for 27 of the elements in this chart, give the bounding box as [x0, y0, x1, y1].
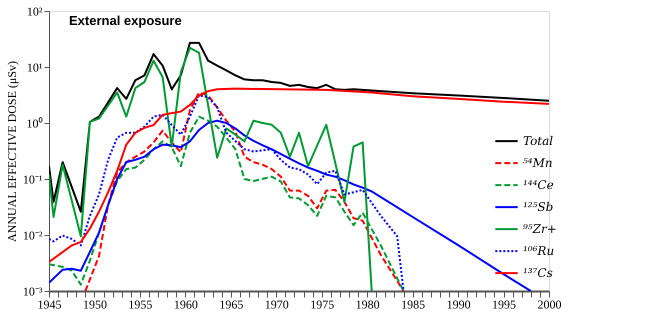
y-axis-title: ANNUAL EFFECTIVE DOSE (μSv) — [4, 61, 19, 242]
x-tick-label: 1980 — [356, 298, 380, 312]
x-tick-label: 2000 — [538, 298, 562, 312]
x-tick-label: 1995 — [492, 298, 516, 312]
y-tick-label: 10⁻³ — [22, 284, 43, 298]
x-tick-label: 1970 — [264, 298, 289, 312]
legend-label: ⁵⁴Mn — [523, 156, 553, 170]
x-tick-label: 1945 — [38, 298, 62, 312]
y-tick-label: 10⁻¹ — [22, 172, 43, 186]
y-tick-label: 10¹ — [26, 60, 43, 74]
legend-label: ¹⁴⁴Ce — [523, 178, 554, 192]
chart-title: External exposure — [69, 13, 182, 28]
x-tick-label: 1955 — [128, 298, 152, 312]
x-tick-label: 1950 — [82, 298, 107, 312]
legend-label: ⁹⁵Zr+ — [523, 222, 557, 236]
legend-label: ¹²⁵Sb — [523, 200, 554, 214]
x-tick-label: 1990 — [446, 298, 471, 312]
x-tick-label: 1985 — [401, 298, 426, 312]
x-tick-label: 1965 — [219, 298, 244, 312]
legend-label: ¹³⁷Cs — [523, 266, 553, 280]
x-tick-label: 1975 — [310, 298, 334, 312]
legend-label: ¹⁰⁶Ru — [523, 244, 554, 258]
legend-label: Total — [523, 134, 554, 148]
y-tick-label: 10⁰ — [26, 116, 42, 130]
y-tick-label: 10⁻² — [22, 228, 43, 242]
y-tick-label: 10² — [26, 4, 43, 18]
x-tick-label: 1960 — [174, 298, 198, 312]
